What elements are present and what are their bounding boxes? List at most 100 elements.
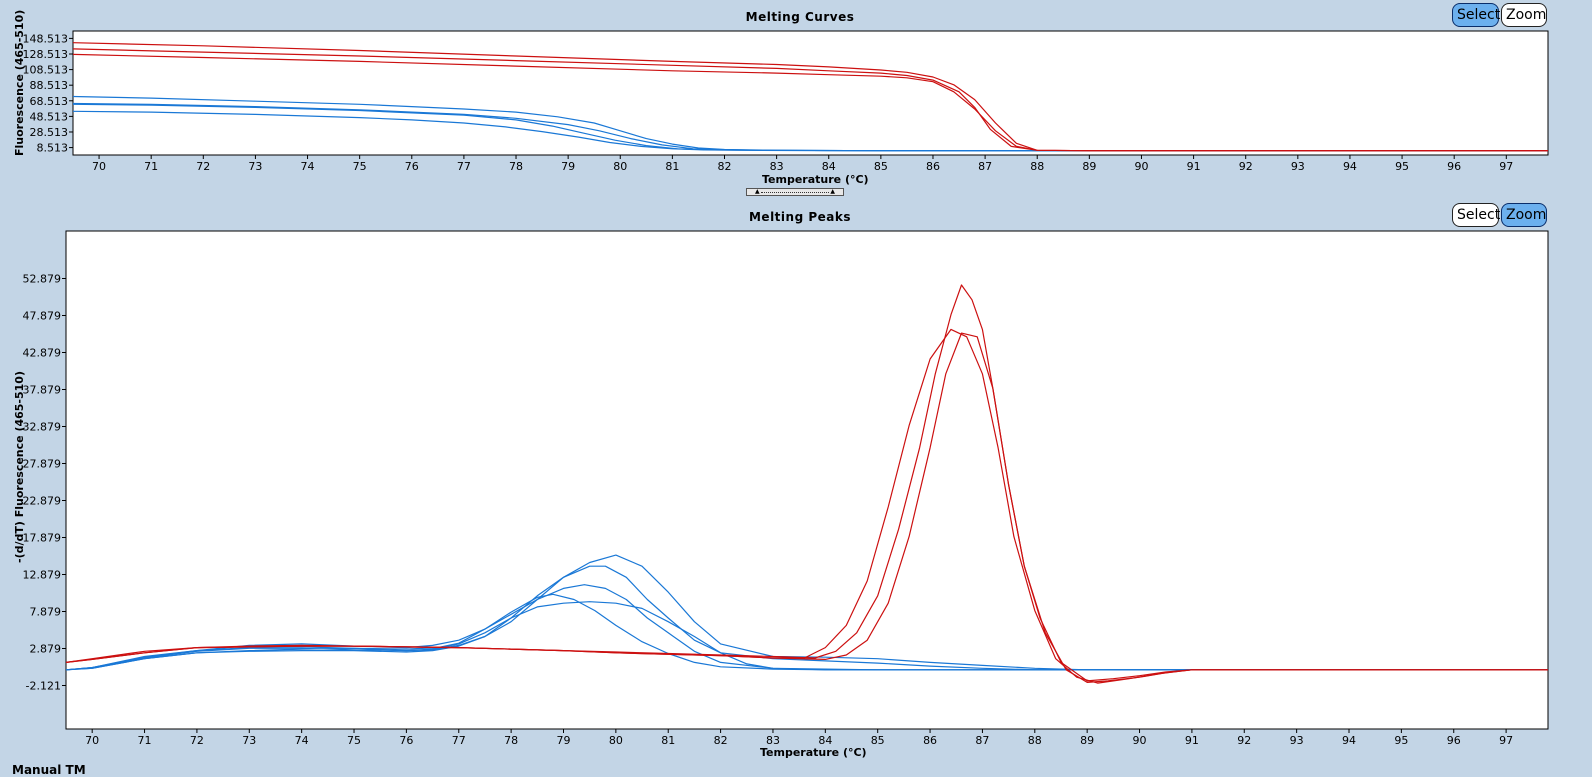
- y-tick-label: 32.879: [23, 421, 62, 434]
- x-tick-label: 92: [1237, 734, 1251, 747]
- y-tick-label: 2.879: [30, 642, 62, 655]
- y-tick-label: 108.513: [23, 64, 69, 77]
- x-tick-label: 80: [609, 734, 623, 747]
- bottom-select-button[interactable]: Select: [1452, 203, 1500, 227]
- x-tick-label: 95: [1394, 734, 1408, 747]
- x-tick-label: 71: [138, 734, 152, 747]
- x-tick-label: 85: [874, 160, 888, 173]
- x-tick-label: 77: [452, 734, 466, 747]
- panel-splitter[interactable]: ▲ ▲: [746, 188, 844, 196]
- y-tick-label: 27.879: [23, 458, 62, 471]
- bottom-y-axis-label: -(d/dT) Fluorescence (465-510): [13, 371, 26, 563]
- manual-tm-label: Manual TM: [12, 763, 86, 777]
- x-tick-label: 97: [1499, 734, 1513, 747]
- x-tick-label: 86: [923, 734, 937, 747]
- y-tick-label: 128.513: [23, 48, 69, 61]
- blue-sample-curve: [66, 554, 1548, 671]
- x-tick-label: 90: [1133, 734, 1147, 747]
- series-group: [66, 284, 1548, 684]
- x-tick-label: 91: [1185, 734, 1199, 747]
- plot-area[interactable]: [72, 30, 1549, 156]
- x-tick-label: 83: [770, 160, 784, 173]
- x-tick-label: 96: [1447, 160, 1461, 173]
- bottom-zoom-button[interactable]: Zoom: [1501, 203, 1547, 227]
- x-tick-label: 94: [1342, 734, 1356, 747]
- y-tick-label: 88.513: [30, 79, 69, 92]
- bottom-x-axis-label: Temperature (°C): [760, 746, 867, 759]
- y-tick-label: 8.513: [37, 142, 69, 155]
- y-tick-label: 148.513: [23, 32, 69, 45]
- x-tick-label: 85: [871, 734, 885, 747]
- x-tick-label: 92: [1239, 160, 1253, 173]
- x-tick-label: 81: [661, 734, 675, 747]
- x-tick-label: 73: [242, 734, 256, 747]
- melting-peaks-title: Melting Peaks: [748, 210, 851, 224]
- x-tick-label: 77: [457, 160, 471, 173]
- splitter-up-arrow-icon: ▲: [755, 188, 760, 195]
- x-tick-label: 87: [978, 160, 992, 173]
- y-tick-label: 48.513: [30, 110, 69, 123]
- x-tick-label: 94: [1343, 160, 1357, 173]
- x-tick-label: 70: [92, 160, 106, 173]
- top-zoom-button[interactable]: Zoom: [1501, 3, 1547, 27]
- top-select-button[interactable]: Select: [1452, 3, 1500, 27]
- red-sample-curve: [66, 328, 1548, 684]
- x-tick-label: 91: [1187, 160, 1201, 173]
- melting-peaks-chart[interactable]: 70 71 72 73 74 75 76 77 78 79 80 81 82 83 84 85 86 87 88 89…: [0, 200, 1592, 760]
- y-tick-label: 12.879: [23, 569, 62, 582]
- x-tick-label: 70: [85, 734, 99, 747]
- blue-sample-curve: [73, 110, 1548, 152]
- y-tick-label: 28.513: [30, 126, 69, 139]
- x-tick-label: 89: [1082, 160, 1096, 173]
- x-tick-label: 74: [301, 160, 315, 173]
- x-tick-label: 71: [144, 160, 158, 173]
- splitter-down-arrow-icon: ▲: [830, 188, 835, 195]
- x-tick-label: 75: [347, 734, 361, 747]
- x-tick-label: 96: [1447, 734, 1461, 747]
- x-tick-label: 72: [190, 734, 204, 747]
- x-tick-label: 84: [822, 160, 836, 173]
- red-sample-curve: [73, 53, 1548, 152]
- blue-sample-curve: [66, 593, 1548, 671]
- x-tick-label: 87: [975, 734, 989, 747]
- y-tick-label: 52.879: [23, 273, 62, 286]
- top-x-axis-label: Temperature (°C): [762, 173, 869, 186]
- x-tick-label: 82: [718, 160, 732, 173]
- y-tick-label: 68.513: [30, 95, 69, 108]
- x-tick-label: 86: [926, 160, 940, 173]
- x-tick-label: 72: [196, 160, 210, 173]
- x-tick-label: 76: [405, 160, 419, 173]
- y-tick-label: 42.879: [23, 347, 62, 360]
- x-tick-label: 75: [353, 160, 367, 173]
- melting-curves-chart[interactable]: 70 71 72 73 74 75 76 77 78 79 80 81 82 83 84 85 86 87 88 89…: [0, 0, 1592, 175]
- y-tick-label: 22.879: [23, 495, 62, 508]
- x-tick-label: 89: [1080, 734, 1094, 747]
- top-y-axis-label: Fluorescence (465-510): [13, 9, 26, 156]
- x-tick-label: 84: [818, 734, 832, 747]
- x-tick-label: 78: [504, 734, 518, 747]
- x-tick-label: 93: [1291, 160, 1305, 173]
- y-tick-label: 37.879: [23, 384, 62, 397]
- x-tick-label: 88: [1028, 734, 1042, 747]
- series-group: [73, 42, 1548, 152]
- y-tick-label: -2.121: [26, 679, 61, 692]
- x-tick-label: 83: [766, 734, 780, 747]
- x-tick-label: 78: [509, 160, 523, 173]
- x-tick-label: 79: [556, 734, 570, 747]
- x-tick-label: 90: [1134, 160, 1148, 173]
- plot-area[interactable]: [65, 230, 1549, 730]
- y-tick-label: 17.879: [23, 532, 62, 545]
- x-tick-label: 95: [1395, 160, 1409, 173]
- x-tick-label: 76: [399, 734, 413, 747]
- x-tick-label: 93: [1290, 734, 1304, 747]
- melting-curves-title: Melting Curves: [745, 10, 855, 24]
- x-tick-label: 81: [665, 160, 679, 173]
- x-tick-label: 73: [248, 160, 262, 173]
- x-tick-label: 97: [1499, 160, 1513, 173]
- x-tick-label: 74: [295, 734, 309, 747]
- x-tick-label: 88: [1030, 160, 1044, 173]
- x-tick-label: 82: [714, 734, 728, 747]
- y-tick-label: 47.879: [23, 310, 62, 323]
- x-tick-label: 80: [613, 160, 627, 173]
- y-tick-label: 7.879: [30, 606, 62, 619]
